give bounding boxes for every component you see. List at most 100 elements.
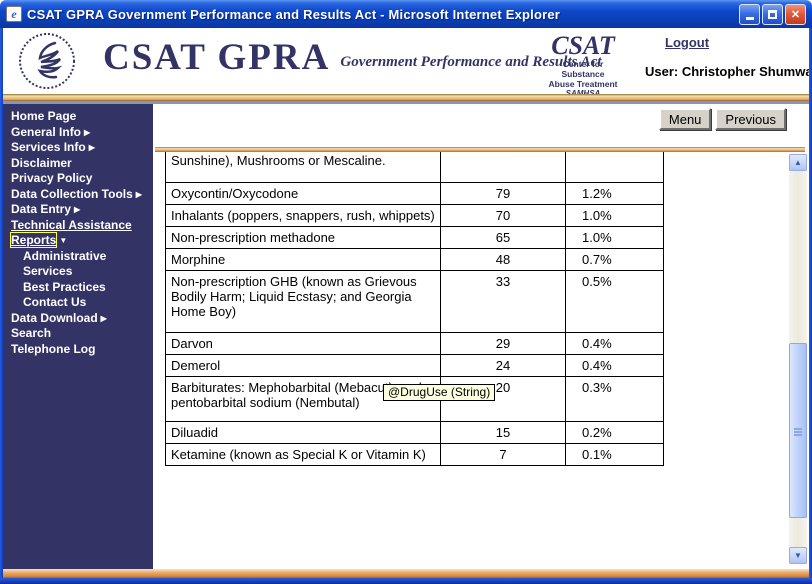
sidebar-item-label: Administrative — [23, 248, 107, 263]
table-row: Non-prescription methadone 65 1.0% — [165, 225, 664, 249]
drug-count-cell: 48 — [440, 247, 566, 271]
sidebar-item[interactable]: Administrative — [11, 249, 153, 265]
table-row: Diluadid 15 0.2% — [165, 420, 664, 444]
close-icon: ✕ — [790, 8, 801, 21]
drug-name-cell: Morphine — [165, 247, 441, 271]
sidebar-item-label: Search — [11, 326, 52, 340]
drug-use-table: Sunshine), Mushrooms or Mescaline. Oxyco… — [165, 152, 664, 466]
drug-name-cell: Inhalants (poppers, snappers, rush, whip… — [165, 203, 441, 227]
drug-name-cell: Non-prescription GHB (known as Grievous … — [165, 269, 441, 333]
menu-arrow-icon: ▶ — [88, 143, 95, 152]
sidebar-item-label: Contact Us — [23, 295, 87, 309]
toolbar: Menu Previous — [658, 108, 786, 130]
drug-percent-cell: 1.2% — [565, 181, 664, 205]
previous-button[interactable]: Previous — [715, 108, 786, 130]
hhs-eagle-logo — [19, 33, 75, 89]
sidebar-item-label: Home Page — [11, 109, 77, 123]
header-gold-divider — [3, 94, 809, 101]
menu-arrow-icon: ▶ — [74, 205, 81, 214]
scroll-down-button[interactable]: ▼ — [789, 547, 807, 564]
sidebar-item[interactable]: Data Download ▶ — [11, 311, 153, 327]
scroll-up-button[interactable]: ▲ — [789, 154, 807, 171]
sidebar-item[interactable]: Search — [11, 326, 153, 342]
drug-name-cell: Barbiturates: Mephobarbital (Mebacut); a… — [165, 375, 441, 422]
sidebar-item-label: Data Collection Tools — [11, 186, 133, 201]
sidebar-item[interactable]: Best Practices — [11, 280, 153, 296]
drug-percent-cell: 1.0% — [565, 203, 664, 227]
csat-samhsa-logo: CSAT Center for Substance Abuse Treatmen… — [541, 33, 625, 99]
vertical-scrollbar[interactable]: ▲ ▼ — [789, 154, 807, 564]
table-row: Morphine 48 0.7% — [165, 247, 664, 271]
menu-arrow-icon: ▶ — [84, 127, 91, 137]
header-blue-divider — [3, 101, 809, 104]
sidebar-item-label: Best Practices — [23, 279, 106, 294]
sidebar-item-label: General Info — [11, 124, 82, 139]
drug-name-cell: Sunshine), Mushrooms or Mescaline. — [165, 152, 441, 183]
drug-count-cell: 33 — [440, 269, 566, 333]
window-border-bottom — [0, 578, 812, 584]
sidebar-item[interactable]: Data Collection Tools ▶ — [11, 187, 153, 203]
maximize-button[interactable] — [762, 3, 783, 25]
content-gold-rule — [155, 147, 805, 152]
sidebar-item-label: Data Download — [11, 310, 98, 325]
menu-arrow-icon: ▶ — [135, 189, 142, 199]
drug-count-cell: 65 — [440, 225, 566, 249]
drug-count-cell: 70 — [440, 203, 566, 227]
scrollbar-track[interactable] — [789, 171, 807, 547]
csat-logo-acronym: CSAT — [551, 31, 615, 60]
sidebar-item[interactable]: Services — [11, 264, 153, 280]
logout-link[interactable]: Logout — [665, 35, 710, 50]
sidebar-item[interactable]: Home Page — [11, 109, 153, 125]
drug-percent-cell: 0.7% — [565, 247, 664, 271]
internet-explorer-icon: e — [6, 6, 22, 22]
drug-name-cell: Non-prescription methadone — [165, 225, 441, 249]
drug-count-cell: 7 — [440, 442, 566, 466]
drug-name-cell: Oxycontin/Oxycodone — [165, 181, 441, 205]
window-border-right — [809, 28, 812, 578]
table-row: Sunshine), Mushrooms or Mescaline. — [165, 152, 664, 183]
sidebar-item[interactable]: General Info ▶ — [11, 125, 153, 141]
drug-count-cell: 79 — [440, 181, 566, 205]
drug-percent-cell: 0.3% — [565, 375, 664, 422]
close-button[interactable]: ✕ — [785, 3, 806, 25]
minimize-button[interactable] — [739, 3, 760, 25]
minimize-icon — [745, 17, 754, 20]
sidebar-item[interactable]: Services Info ▶ — [11, 140, 153, 156]
csat-logo-samhsa: SAMHSA — [541, 89, 625, 99]
table-row: Inhalants (poppers, snappers, rush, whip… — [165, 203, 664, 227]
sidebar-item[interactable]: Privacy Policy — [11, 171, 153, 187]
sidebar-item[interactable]: Telephone Log — [11, 342, 153, 358]
footer-gold-bar — [3, 569, 809, 578]
table-row: Demerol 24 0.4% — [165, 353, 664, 377]
drug-percent-cell: 0.2% — [565, 420, 664, 444]
drug-percent-cell: 0.5% — [565, 269, 664, 333]
app-header: CSAT GPRA Government Performance and Res… — [3, 28, 812, 98]
sidebar-item[interactable]: Disclaimer — [11, 156, 153, 172]
report-scroll-area: Sunshine), Mushrooms or Mescaline. Oxyco… — [153, 152, 789, 569]
window-title: CSAT GPRA Government Performance and Res… — [27, 6, 561, 22]
drug-percent-cell: 0.4% — [565, 331, 664, 355]
scrollbar-grip-icon — [794, 428, 802, 430]
sidebar-item[interactable]: Contact Us — [11, 295, 153, 311]
scrollbar-thumb[interactable] — [789, 343, 807, 518]
drug-name-cell: Darvon — [165, 331, 441, 355]
sidebar-item-label: Reports — [9, 232, 58, 248]
table-row: Non-prescription GHB (known as Grievous … — [165, 269, 664, 333]
sidebar-item-label: Technical Assistance — [11, 217, 132, 232]
sidebar-item[interactable]: Reports ▼ — [9, 232, 153, 249]
drug-name-cell: Diluadid — [165, 420, 441, 444]
menu-button[interactable]: Menu — [658, 108, 712, 130]
table-row: Oxycontin/Oxycodone 79 1.2% — [165, 181, 664, 205]
drug-count-cell — [440, 152, 566, 183]
sidebar-item-label: Data Entry — [11, 202, 72, 216]
main-content: Menu Previous Sunshine), Mushrooms or Me… — [153, 104, 809, 569]
sidebar-item-label: Services Info — [11, 140, 86, 154]
field-tooltip: @DrugUse (String) — [383, 384, 496, 401]
drug-percent-cell: 0.4% — [565, 353, 664, 377]
sidebar-item-label: Services — [23, 264, 73, 278]
sidebar-item[interactable]: Technical Assistance — [11, 218, 153, 234]
sidebar-item[interactable]: Data Entry ▶ — [11, 202, 153, 218]
drug-name-cell: Demerol — [165, 353, 441, 377]
csat-logo-line2: Abuse Treatment — [548, 79, 618, 89]
